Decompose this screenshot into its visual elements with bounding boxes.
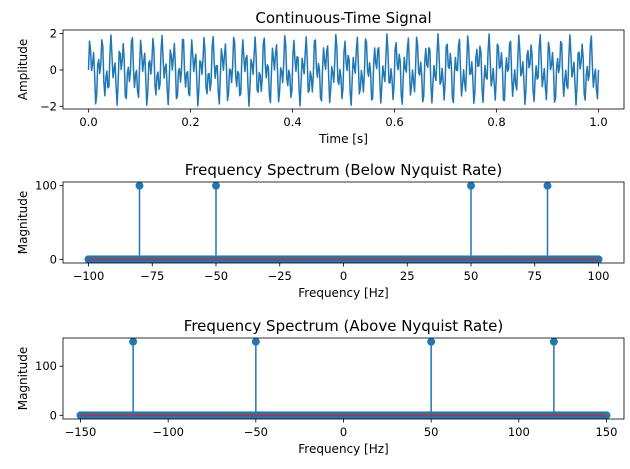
x-axis-label: Frequency [Hz] xyxy=(298,286,389,300)
axes-frame xyxy=(62,29,625,110)
y-tick-label: 0 xyxy=(50,252,57,266)
y-tick-label: −2 xyxy=(40,99,57,113)
x-tick-label: 75 xyxy=(527,269,542,283)
x-tick-label: −50 xyxy=(204,269,228,283)
y-tick-label: 0 xyxy=(50,63,57,77)
x-tick-label: 0.4 xyxy=(283,115,301,129)
x-tick-label: 0.2 xyxy=(181,115,199,129)
x-tick-label: −100 xyxy=(73,269,105,283)
stem-marker xyxy=(543,182,552,190)
stem-marker xyxy=(602,411,611,419)
x-tick-label: −25 xyxy=(268,269,292,283)
x-axis-label: Frequency [Hz] xyxy=(298,442,389,456)
signal-line xyxy=(87,33,600,107)
stem-marker xyxy=(129,338,138,346)
plot-area xyxy=(76,338,611,419)
plot-area xyxy=(84,182,603,263)
axes-frame xyxy=(62,181,625,264)
subplot-3: Frequency Spectrum (Above Nyquist Rate) F… xyxy=(16,317,625,456)
x-tick-label: 50 xyxy=(464,269,479,283)
x-tick-label: 50 xyxy=(424,425,439,439)
chart-title: Continuous-Time Signal xyxy=(255,9,431,27)
y-tick-label: 2 xyxy=(50,27,57,41)
x-tick-label: 0.0 xyxy=(79,115,97,129)
chart-title: Frequency Spectrum (Above Nyquist Rate) xyxy=(184,317,503,335)
x-tick-label: 0 xyxy=(340,269,347,283)
x-tick-label: 100 xyxy=(588,269,610,283)
y-tick-label: 100 xyxy=(35,359,57,373)
x-tick-label: 25 xyxy=(400,269,415,283)
x-tick-label: 0.6 xyxy=(385,115,403,129)
stem-marker xyxy=(427,338,436,346)
x-tick-label: 0 xyxy=(340,425,347,439)
x-tick-label: −50 xyxy=(244,425,268,439)
x-axis-label: Time [s] xyxy=(318,132,368,146)
x-tick-label: −150 xyxy=(65,425,97,439)
stem-marker xyxy=(135,182,144,190)
y-tick-label: 100 xyxy=(35,179,57,193)
y-axis-label: Magnitude xyxy=(16,347,30,411)
plot-area xyxy=(87,33,600,107)
y-axis-label: Amplitude xyxy=(16,39,30,101)
subplot-2: Frequency Spectrum (Below Nyquist Rate) F… xyxy=(16,161,625,300)
stem-marker xyxy=(549,338,558,346)
x-tick-label: 0.8 xyxy=(487,115,505,129)
y-axis-label: Magnitude xyxy=(16,191,30,255)
stem-marker xyxy=(467,182,475,190)
x-tick-label: −100 xyxy=(152,425,184,439)
chart-title: Frequency Spectrum (Below Nyquist Rate) xyxy=(185,161,502,179)
stem-marker xyxy=(212,182,220,190)
y-tick-label: 0 xyxy=(50,408,57,422)
x-tick-label: 150 xyxy=(595,425,617,439)
subplot-1: Continuous-Time Signal Time [s] Amplitude 0… xyxy=(16,9,625,146)
axes-frame xyxy=(62,337,625,420)
stem-marker xyxy=(251,338,260,346)
x-tick-label: 1.0 xyxy=(589,115,607,129)
x-tick-label: −75 xyxy=(140,269,164,283)
x-tick-label: 100 xyxy=(508,425,530,439)
